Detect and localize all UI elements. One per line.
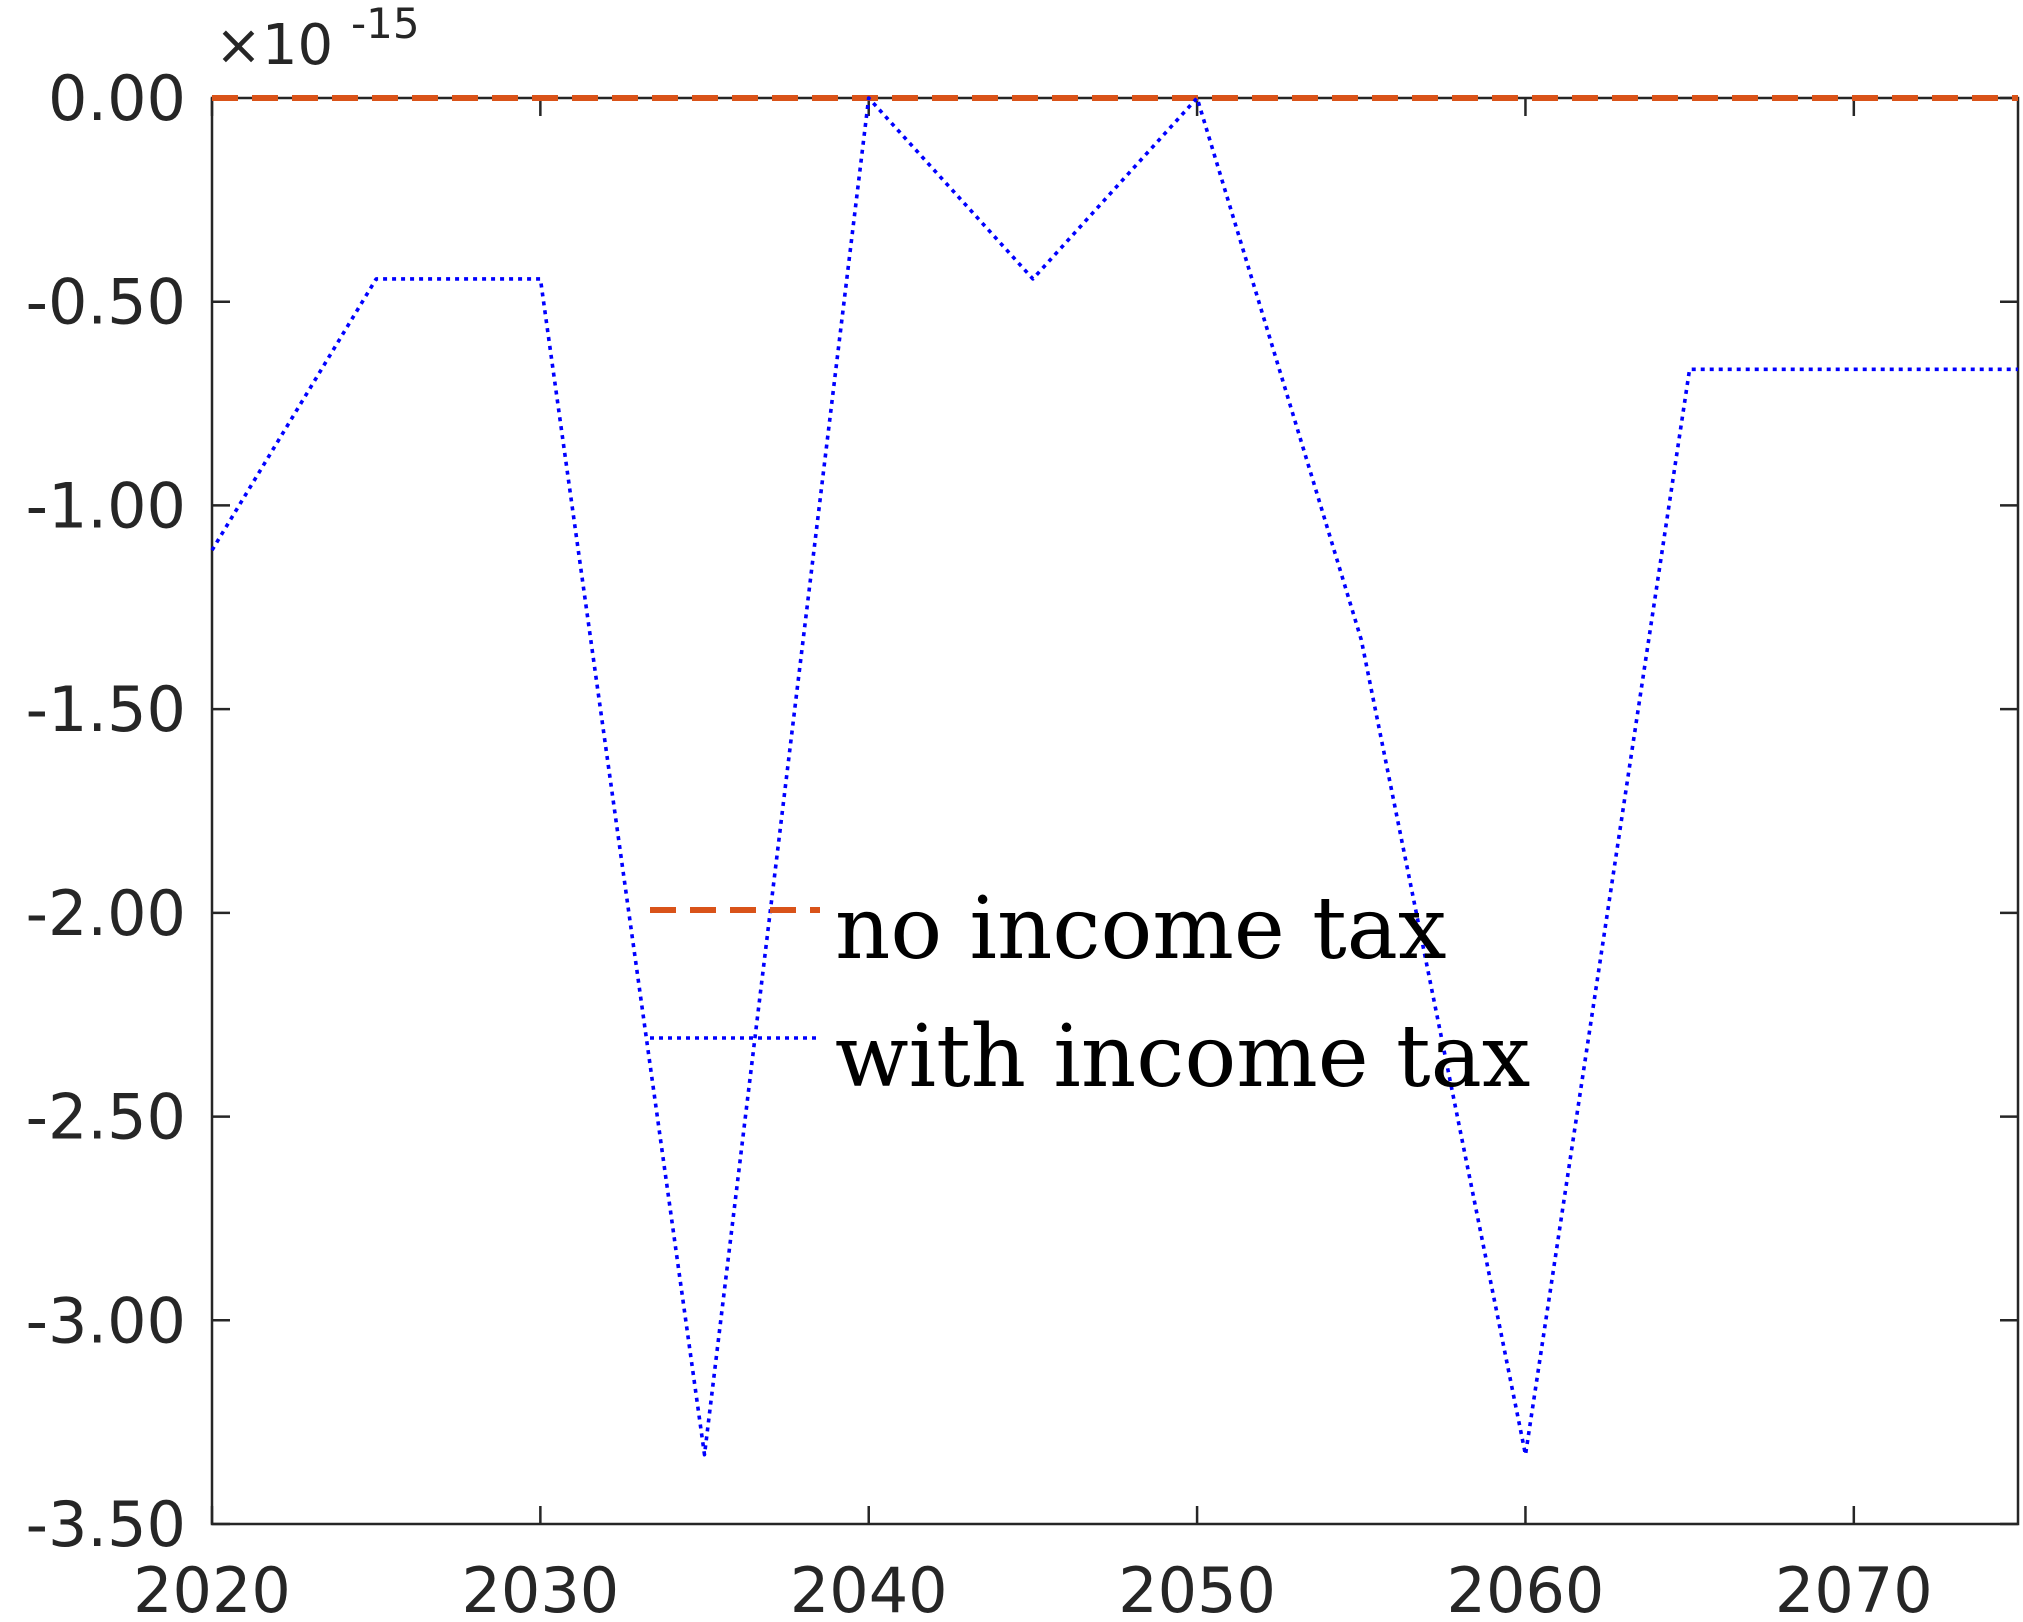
legend-label-no-income-tax: no income tax <box>835 879 1446 979</box>
x-tick-label: 2060 <box>1447 1554 1605 1622</box>
y-tick-label: -2.00 <box>26 877 186 950</box>
legend: no income tax with income tax <box>650 879 1530 1107</box>
series-lines <box>210 95 2018 1457</box>
y-tick-label: -3.00 <box>26 1284 186 1357</box>
y-tick-label: -1.50 <box>26 673 186 746</box>
y-tick-label: -0.50 <box>26 266 186 339</box>
x-tick-label: 2030 <box>461 1554 619 1622</box>
y-exponent-power: -15 <box>351 0 420 48</box>
y-exponent-base: ×10 <box>215 13 333 78</box>
axes-frame <box>210 96 2020 1526</box>
series-line-with-income-tax <box>210 96 2018 1457</box>
y-tick-labels: 0.00 -0.50 -1.00 -1.50 -2.00 -2.50 -3.00 -3.50 <box>26 62 186 1561</box>
series-point <box>1525 1454 1526 1455</box>
x-tick-label: 2050 <box>1118 1554 1276 1622</box>
axis-ticks <box>210 96 2018 1526</box>
x-tick-label: 2020 <box>133 1554 291 1622</box>
y-tick-label: -3.50 <box>26 1488 186 1561</box>
x-tick-label: 2040 <box>790 1554 948 1622</box>
legend-label-with-income-tax: with income tax <box>835 1007 1530 1107</box>
plot-area-border <box>210 96 2020 1526</box>
series-point <box>1689 369 1690 370</box>
x-tick-labels: 2020 2030 2040 2050 2060 2070 <box>133 1554 1933 1622</box>
x-tick-label: 2070 <box>1775 1554 1933 1622</box>
y-exponent-label: ×10 -15 <box>215 0 420 78</box>
y-tick-label: -2.50 <box>26 1081 186 1154</box>
y-tick-label: 0.00 <box>48 62 186 135</box>
y-tick-label: -1.00 <box>26 469 186 542</box>
